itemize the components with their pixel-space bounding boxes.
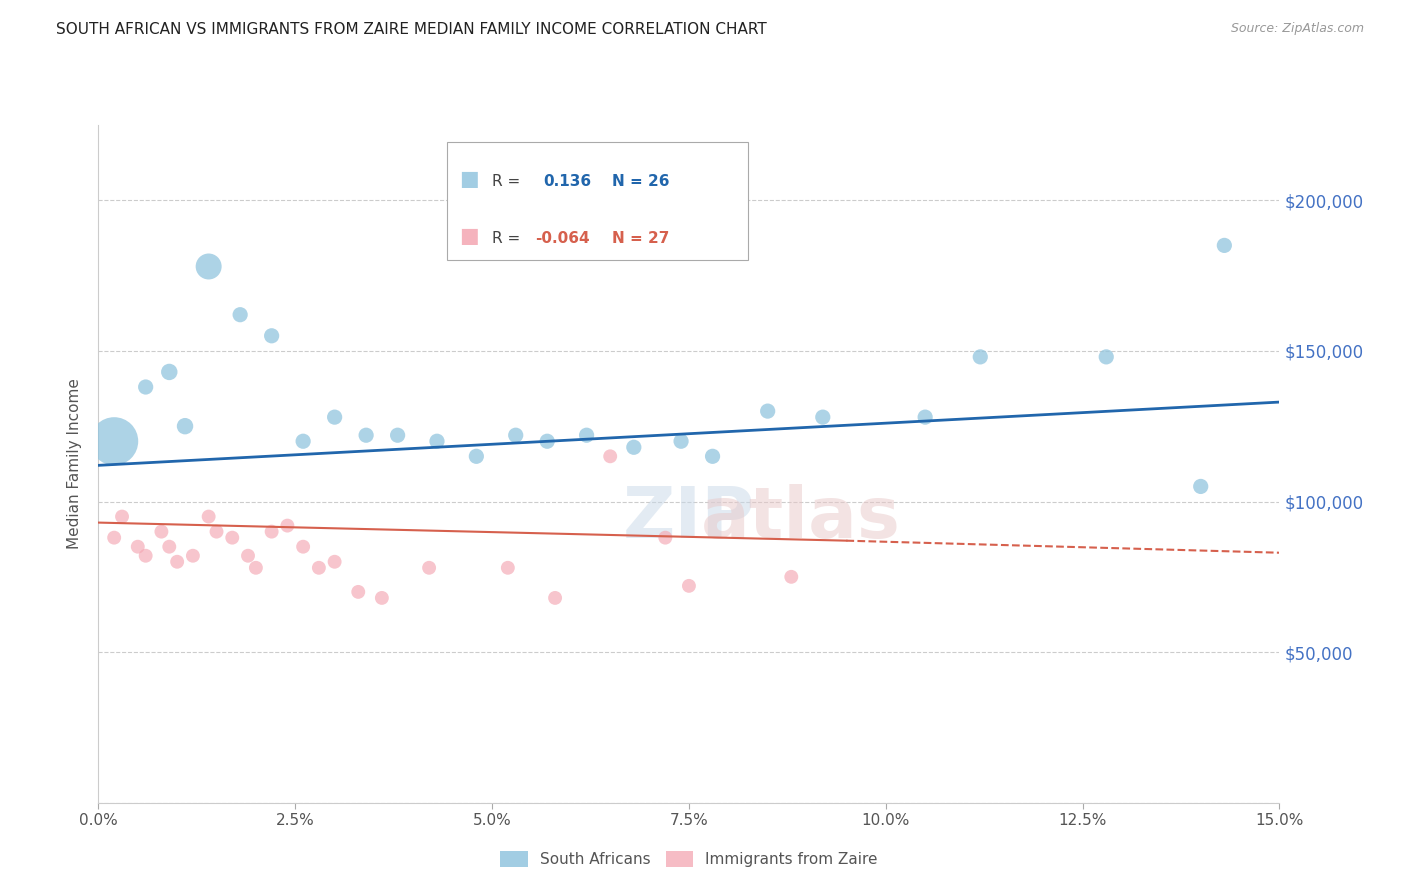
Point <box>135 380 157 394</box>
Point <box>292 540 315 554</box>
Point <box>811 410 834 425</box>
Point <box>276 518 298 533</box>
Point <box>205 524 228 539</box>
Point <box>157 540 180 554</box>
Point <box>323 410 346 425</box>
Point <box>1095 350 1118 364</box>
Point <box>536 434 558 449</box>
Point <box>418 561 440 575</box>
Point <box>969 350 991 364</box>
FancyBboxPatch shape <box>447 142 748 260</box>
Point <box>544 591 567 605</box>
Text: R =: R = <box>492 174 520 189</box>
Text: ZIP: ZIP <box>623 483 755 552</box>
Point <box>702 450 724 464</box>
Point <box>347 585 370 599</box>
Point <box>181 549 204 563</box>
Point <box>245 561 267 575</box>
Text: ■: ■ <box>458 169 478 189</box>
Point <box>221 531 243 545</box>
Point <box>780 570 803 584</box>
Point <box>623 440 645 454</box>
Point <box>426 434 449 449</box>
Point <box>157 365 180 379</box>
Point <box>1213 238 1236 252</box>
Y-axis label: Median Family Income: Median Family Income <box>67 378 83 549</box>
Point <box>354 428 377 442</box>
Point <box>260 328 283 343</box>
Point <box>387 428 409 442</box>
Text: -0.064: -0.064 <box>536 230 591 245</box>
Point <box>135 549 157 563</box>
Point <box>914 410 936 425</box>
Text: 0.136: 0.136 <box>544 174 592 189</box>
Point <box>103 434 125 449</box>
Point <box>103 531 125 545</box>
Point <box>323 555 346 569</box>
Point <box>229 308 252 322</box>
Point <box>174 419 197 434</box>
Point <box>505 428 527 442</box>
Point <box>1189 479 1212 493</box>
Text: ■: ■ <box>458 226 478 245</box>
Text: N = 27: N = 27 <box>612 230 669 245</box>
Point <box>371 591 394 605</box>
Point <box>150 524 173 539</box>
Point <box>496 561 519 575</box>
Point <box>669 434 692 449</box>
Text: R =: R = <box>492 230 520 245</box>
Point <box>197 260 219 274</box>
Point <box>236 549 259 563</box>
Point <box>308 561 330 575</box>
Text: N = 26: N = 26 <box>612 174 669 189</box>
Point <box>127 540 149 554</box>
Point <box>292 434 315 449</box>
Point <box>465 450 488 464</box>
Text: SOUTH AFRICAN VS IMMIGRANTS FROM ZAIRE MEDIAN FAMILY INCOME CORRELATION CHART: SOUTH AFRICAN VS IMMIGRANTS FROM ZAIRE M… <box>56 22 768 37</box>
Point <box>575 428 598 442</box>
Text: atlas: atlas <box>702 483 901 552</box>
Point <box>197 509 219 524</box>
Point <box>678 579 700 593</box>
Legend: South Africans, Immigrants from Zaire: South Africans, Immigrants from Zaire <box>494 845 884 873</box>
Point <box>166 555 188 569</box>
Point <box>599 450 621 464</box>
Point <box>260 524 283 539</box>
Text: Source: ZipAtlas.com: Source: ZipAtlas.com <box>1230 22 1364 36</box>
Point <box>654 531 676 545</box>
Point <box>756 404 779 418</box>
Point <box>111 509 134 524</box>
